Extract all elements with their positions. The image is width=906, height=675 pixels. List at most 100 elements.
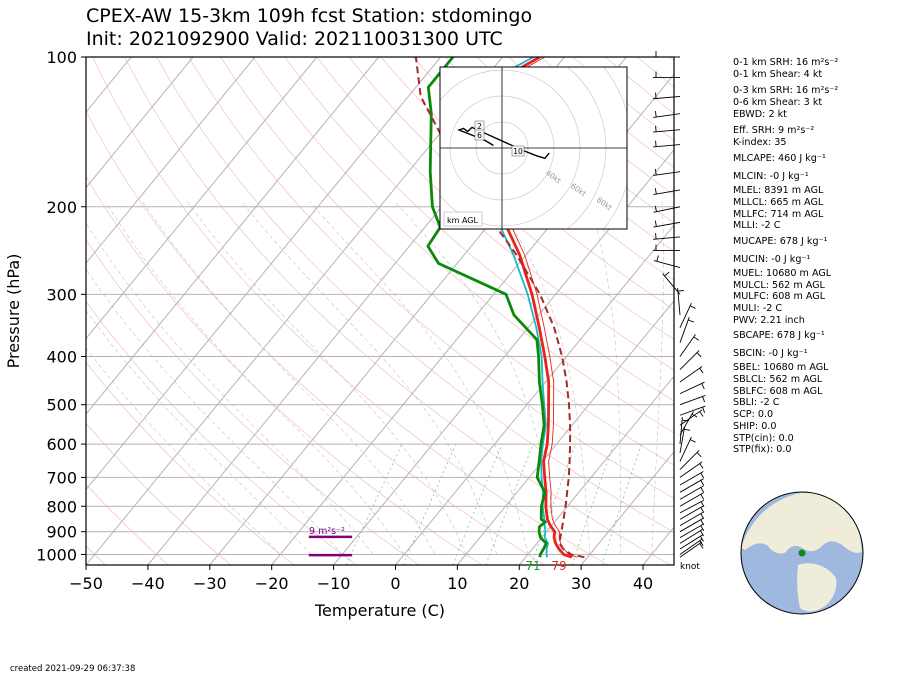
dry-adiabat bbox=[380, 57, 674, 311]
isotherm bbox=[456, 300, 674, 565]
sounding-index: MLCIN: -0 J kg⁻¹ bbox=[733, 171, 809, 182]
mixing-ratio-line bbox=[452, 443, 503, 565]
dry-adiabat bbox=[86, 300, 357, 565]
sounding-index: MULI: -2 C bbox=[733, 303, 783, 314]
isotherm bbox=[580, 450, 674, 565]
station-marker bbox=[798, 549, 806, 557]
moist-adiabat bbox=[86, 309, 312, 555]
wind-barb bbox=[679, 411, 698, 436]
wind-barb bbox=[679, 471, 705, 486]
sounding-index: EBWD: 2 kt bbox=[733, 109, 787, 120]
sounding-index: MLLI: -2 C bbox=[733, 220, 781, 231]
moist-adiabat bbox=[86, 268, 343, 555]
isotherm bbox=[333, 149, 674, 565]
wind-barb bbox=[653, 233, 681, 240]
wind-barb bbox=[679, 485, 705, 500]
sounding-index: 0-3 km SRH: 16 m²s⁻² bbox=[733, 85, 839, 96]
wind-barb bbox=[679, 350, 702, 370]
sounding-index: MUEL: 10680 m AGL bbox=[733, 268, 832, 279]
hodograph-trace bbox=[457, 126, 550, 160]
srh-bar-label: 9 m²s⁻² bbox=[309, 526, 345, 537]
sounding-index: 0-6 km Shear: 3 kt bbox=[733, 97, 823, 108]
y-tick-label: 300 bbox=[46, 285, 77, 304]
locator-globe bbox=[741, 492, 863, 614]
plot-frame bbox=[85, 56, 675, 566]
moist-adiabat bbox=[186, 201, 467, 555]
wind-barb bbox=[679, 317, 695, 343]
y-tick-label: 900 bbox=[46, 523, 77, 542]
x-axis-label: Temperature (C) bbox=[314, 601, 445, 620]
sounding-index: STP(fix): 0.0 bbox=[733, 444, 792, 455]
wind-barb bbox=[653, 71, 680, 79]
chart-title: CPEX-AW 15-3km 109h fcst Station: stdomi… bbox=[86, 5, 533, 27]
hodograph: 26 10 bbox=[440, 67, 627, 229]
sounding-index: 0-1 km Shear: 4 kt bbox=[733, 69, 823, 80]
sounding-index: MLEL: 8391 m AGL bbox=[733, 185, 824, 196]
dry-adiabat bbox=[284, 57, 674, 402]
sounding-index: MUCAPE: 678 J kg⁻¹ bbox=[733, 236, 828, 247]
wind-barb bbox=[679, 461, 704, 478]
wind-barb bbox=[653, 92, 681, 100]
creation-timestamp: created 2021-09-29 06:37:38 bbox=[10, 664, 136, 674]
moist-adiabat bbox=[142, 201, 436, 555]
sounding-index: MLCAPE: 460 J kg⁻¹ bbox=[733, 153, 826, 164]
wind-barb bbox=[677, 288, 684, 315]
wind-barb bbox=[679, 492, 705, 507]
dry-adiabat bbox=[92, 57, 608, 565]
wind-barb bbox=[679, 405, 706, 416]
wind-barb bbox=[653, 168, 681, 176]
mixing-ratio-line bbox=[403, 443, 457, 565]
sounding-index: STP(cin): 0.0 bbox=[733, 433, 794, 444]
moist-adiabat bbox=[241, 201, 498, 555]
moist-adiabat bbox=[86, 222, 374, 555]
moist-adiabat bbox=[309, 201, 529, 555]
moist-adiabat bbox=[104, 201, 405, 555]
isotherm bbox=[86, 57, 256, 264]
sounding-index: PWV: 2.21 inch bbox=[733, 315, 805, 326]
mixing-ratio-line bbox=[601, 443, 642, 565]
hodograph-label: km AGL bbox=[447, 216, 479, 225]
y-axis-label: Pressure (hPa) bbox=[4, 254, 23, 369]
moist-adiabat bbox=[588, 201, 621, 555]
mixing-ratio-line bbox=[571, 443, 615, 565]
globe-land-north-america bbox=[741, 492, 862, 554]
moist-adiabat bbox=[394, 201, 560, 555]
wind-barb bbox=[679, 395, 706, 406]
wind-barb bbox=[679, 436, 696, 462]
dry-adiabat bbox=[86, 175, 483, 565]
sounding-index: SBLCL: 562 m AGL bbox=[733, 374, 823, 385]
globe-land-greenland bbox=[844, 519, 860, 550]
wind-barb bbox=[662, 271, 681, 295]
globe-land-south-america bbox=[797, 563, 837, 612]
wind-barb bbox=[653, 51, 680, 58]
chart-subtitle: Init: 2021092900 Valid: 202110031300 UTC bbox=[86, 28, 503, 50]
moist-adiabat bbox=[651, 201, 664, 555]
y-tick-label: 700 bbox=[46, 468, 77, 487]
wind-barb bbox=[679, 523, 705, 539]
dry-adiabat bbox=[86, 110, 546, 565]
x-tick-label: 40 bbox=[633, 574, 653, 593]
y-tick-label: 600 bbox=[46, 435, 77, 454]
wind-barb bbox=[679, 511, 705, 527]
wind-barb bbox=[679, 478, 705, 493]
sounding-index: Eff. SRH: 9 m²s⁻² bbox=[733, 125, 815, 136]
wind-barb bbox=[679, 517, 705, 533]
y-tick-label: 200 bbox=[46, 198, 77, 217]
wind-barb bbox=[679, 538, 704, 555]
wind-barb bbox=[653, 205, 681, 213]
hodograph-height-label: 10 bbox=[513, 147, 523, 156]
sounding-index: MLLCL: 665 m AGL bbox=[733, 197, 824, 208]
wind-barb bbox=[653, 188, 681, 196]
wind-units-label: knot bbox=[680, 562, 700, 572]
moist-adiabat bbox=[86, 347, 281, 555]
x-tick-label: −20 bbox=[255, 574, 289, 593]
dry-adiabat bbox=[86, 422, 232, 565]
x-tick-label: −50 bbox=[69, 574, 103, 593]
wind-barb bbox=[653, 255, 681, 268]
sounding-index: SHIP: 0.0 bbox=[733, 421, 777, 432]
x-tick-label: 10 bbox=[447, 574, 467, 593]
sounding-index: MUCIN: -0 J kg⁻¹ bbox=[733, 254, 811, 265]
dry-adiabat bbox=[348, 57, 674, 341]
dry-adiabat bbox=[412, 57, 674, 281]
y-tick-label: 1000 bbox=[36, 545, 77, 564]
